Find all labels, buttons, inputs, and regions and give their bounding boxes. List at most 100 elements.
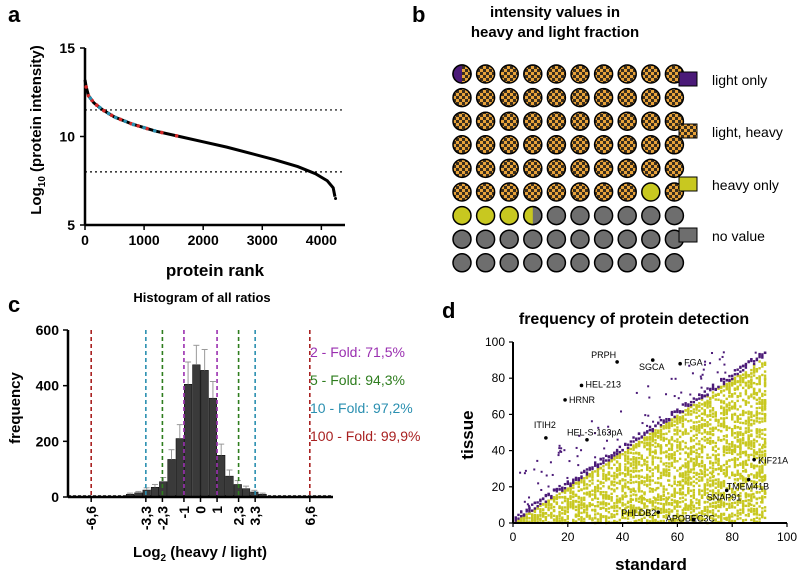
d-point <box>731 416 734 419</box>
d-x-label: standard <box>615 555 687 574</box>
b-cell-lh <box>546 182 567 202</box>
d-point <box>750 415 753 419</box>
d-point <box>676 515 679 518</box>
c-bar <box>150 487 160 498</box>
d-point <box>654 488 657 492</box>
d-point <box>596 486 600 489</box>
d-point <box>602 503 605 506</box>
d-point <box>676 438 679 441</box>
d-point <box>759 476 762 479</box>
d-point <box>755 416 759 420</box>
d-point <box>689 438 693 441</box>
d-point <box>632 456 635 459</box>
d-point <box>709 397 712 401</box>
d-point <box>585 511 589 514</box>
b-cell-lh <box>617 158 637 179</box>
d-point <box>526 503 529 506</box>
d-point <box>577 510 580 514</box>
d-point <box>720 385 723 389</box>
d-point <box>544 500 548 503</box>
d-point <box>733 382 737 385</box>
d-point <box>689 457 693 461</box>
d-point <box>703 509 706 513</box>
d-point <box>624 510 627 514</box>
d-point <box>621 484 624 488</box>
c-bar <box>175 438 184 498</box>
d-point <box>662 515 665 519</box>
d-point <box>651 507 654 511</box>
d-point <box>722 400 726 403</box>
d-point <box>665 471 668 474</box>
d-point <box>752 370 756 373</box>
d-point <box>665 417 668 421</box>
d-point <box>763 384 767 388</box>
d-point <box>528 506 531 509</box>
d-point <box>666 479 670 482</box>
d-point <box>626 512 630 516</box>
d-point <box>640 513 643 517</box>
d-point <box>700 403 704 406</box>
d-point <box>731 445 734 448</box>
d-point <box>547 493 550 496</box>
d-point <box>580 504 583 507</box>
d-point <box>648 487 652 490</box>
d-point <box>659 423 663 427</box>
d-point <box>709 505 712 508</box>
d-point <box>613 515 616 518</box>
d-point <box>651 460 654 463</box>
d-point <box>695 463 698 466</box>
d-point <box>758 380 761 383</box>
d-point <box>632 470 635 474</box>
d-point <box>720 405 723 408</box>
b-cell-lh <box>452 111 472 131</box>
d-point <box>624 479 627 482</box>
d-point <box>722 410 726 413</box>
d-labeled-point <box>563 398 567 402</box>
d-point <box>739 426 742 429</box>
c-y-label: frequency <box>7 372 24 444</box>
d-point <box>722 491 726 495</box>
d-point <box>642 496 645 500</box>
d-point <box>695 437 698 440</box>
b-cell-nv <box>641 205 661 226</box>
d-point <box>624 442 627 446</box>
d-point <box>733 481 737 485</box>
d-point <box>687 465 690 468</box>
d-point <box>744 461 748 464</box>
c-x-tick-label: -6,6 <box>83 506 99 530</box>
d-point <box>725 382 728 386</box>
d-point <box>717 493 720 496</box>
d-point <box>676 414 679 418</box>
d-point <box>725 439 728 442</box>
d-point <box>523 500 526 503</box>
a-x-tick-label: 1000 <box>129 232 160 248</box>
d-point <box>667 426 671 430</box>
b-cell-lh <box>452 87 472 108</box>
d-point <box>761 453 764 457</box>
d-point <box>763 442 767 445</box>
d-point <box>624 463 627 466</box>
d-point <box>722 472 726 475</box>
d-point <box>721 355 724 358</box>
d-point <box>744 450 747 454</box>
d-point <box>662 519 665 523</box>
d-point <box>733 379 737 382</box>
b-cell-nv <box>593 253 614 273</box>
d-point <box>731 400 734 403</box>
d-point <box>517 513 520 517</box>
d-point <box>761 510 764 513</box>
d-point <box>755 428 759 431</box>
d-point <box>739 492 742 495</box>
d-point <box>673 458 676 461</box>
d-point <box>651 429 654 433</box>
b-cell-lh <box>570 64 590 84</box>
d-point <box>744 441 748 444</box>
d-point <box>629 497 633 501</box>
d-point <box>639 495 642 499</box>
d-point <box>758 443 761 446</box>
d-point <box>752 414 756 417</box>
d-point <box>717 421 720 424</box>
b-cell-lh <box>475 182 496 202</box>
d-point <box>558 514 561 518</box>
d-point <box>763 393 767 396</box>
